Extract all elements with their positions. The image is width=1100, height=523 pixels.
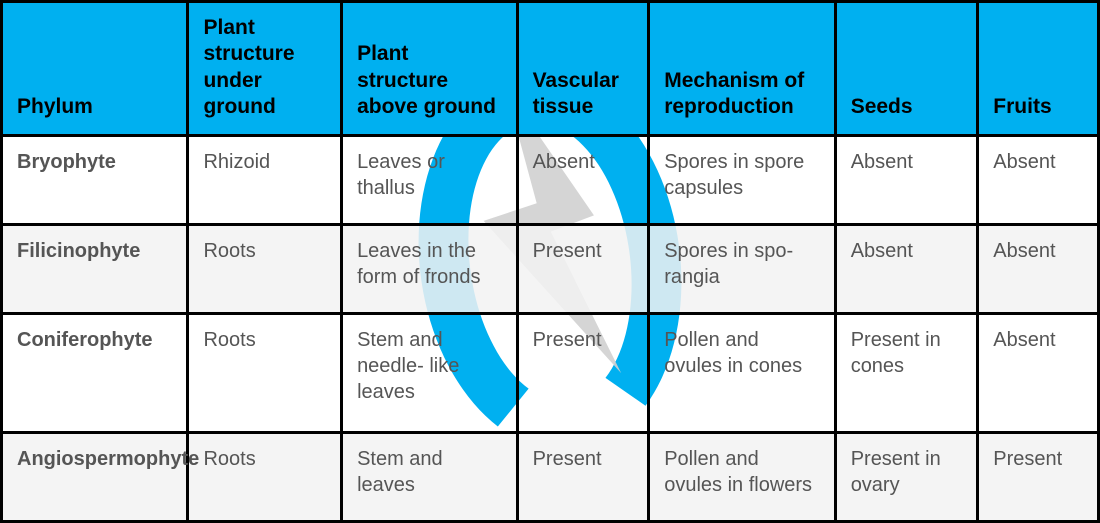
col-header-reproduction: Mechanism of reproduction xyxy=(649,2,835,136)
cell: Present xyxy=(517,314,649,433)
cell: Present xyxy=(978,432,1099,521)
cell: Present xyxy=(517,225,649,314)
cell: Roots xyxy=(188,314,342,433)
cell: Absent xyxy=(978,136,1099,225)
col-header-underground: Plant structure under ground xyxy=(188,2,342,136)
cell: Stem and leaves xyxy=(342,432,518,521)
cell: Present xyxy=(517,432,649,521)
cell: Absent xyxy=(978,225,1099,314)
col-header-fruits: Fruits xyxy=(978,2,1099,136)
col-header-seeds: Seeds xyxy=(835,2,978,136)
table-row: Coniferophyte Roots Stem and needle- lik… xyxy=(2,314,1099,433)
cell: Absent xyxy=(978,314,1099,433)
cell: Absent xyxy=(835,136,978,225)
cell: Spores in spore capsules xyxy=(649,136,835,225)
table-row: Filicinophyte Roots Leaves in the form o… xyxy=(2,225,1099,314)
table-header-row: Phylum Plant structure under ground Plan… xyxy=(2,2,1099,136)
col-header-phylum: Phylum xyxy=(2,2,188,136)
cell: Pollen and ovules in flow­ers xyxy=(649,432,835,521)
cell: Absent xyxy=(517,136,649,225)
cell-phylum: Filicinophyte xyxy=(2,225,188,314)
cell: Leaves or thallus xyxy=(342,136,518,225)
col-header-vascular: Vascular tissue xyxy=(517,2,649,136)
plant-phyla-table: Phylum Plant structure under ground Plan… xyxy=(0,0,1100,523)
cell: Pollen and ovules in cones xyxy=(649,314,835,433)
cell: Absent xyxy=(835,225,978,314)
col-header-aboveground: Plant structure above ground xyxy=(342,2,518,136)
cell: Present in cones xyxy=(835,314,978,433)
cell: Spores in spo­rangia xyxy=(649,225,835,314)
cell-phylum: Bryophyte xyxy=(2,136,188,225)
cell: Stem and needle- like leaves xyxy=(342,314,518,433)
cell-phylum: Coniferophyte xyxy=(2,314,188,433)
cell: Leaves in the form of fronds xyxy=(342,225,518,314)
cell-phylum: Angiospermophyte xyxy=(2,432,188,521)
cell: Roots xyxy=(188,432,342,521)
table-row: Angiospermophyte Roots Stem and leaves P… xyxy=(2,432,1099,521)
table-row: Bryophyte Rhizoid Leaves or thallus Abse… xyxy=(2,136,1099,225)
cell: Rhizoid xyxy=(188,136,342,225)
cell: Present in ovary xyxy=(835,432,978,521)
cell: Roots xyxy=(188,225,342,314)
